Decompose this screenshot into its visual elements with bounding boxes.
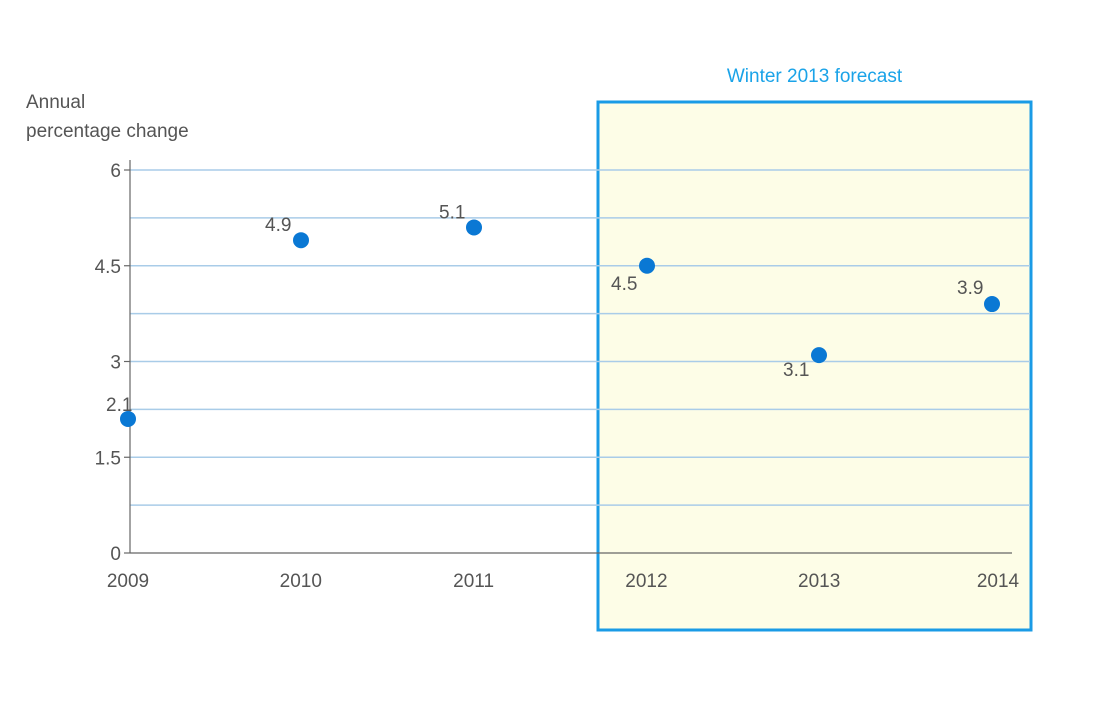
y-axis-label-line-1: Annual <box>26 92 86 113</box>
data-point <box>984 296 1000 313</box>
data-label: 3.1 <box>783 360 809 381</box>
data-point <box>293 232 309 249</box>
data-label: 4.9 <box>265 215 291 236</box>
data-point <box>639 257 655 274</box>
x-tick-label: 2013 <box>798 571 840 592</box>
y-tick-label: 6 <box>110 161 121 182</box>
x-tick-label: 2010 <box>280 571 322 592</box>
axes <box>129 160 1012 554</box>
y-tick-label: 0 <box>110 544 121 565</box>
y-tick-label: 4.5 <box>95 257 121 278</box>
y-axis-label-line-2: percentage change <box>26 121 189 142</box>
data-point <box>120 410 136 427</box>
y-tick-label: 3 <box>110 353 121 374</box>
y-tick-labels: 0 1.5 3 4.5 6 <box>95 161 130 565</box>
x-tick-label: 2012 <box>625 571 667 592</box>
x-tick-labels: 2009 2010 2011 2012 2013 2014 <box>107 571 1020 592</box>
x-tick-label: 2014 <box>977 571 1020 592</box>
x-tick-label: 2011 <box>453 571 494 592</box>
y-axis-label: Annual percentage change <box>26 88 189 146</box>
data-point <box>811 347 827 364</box>
data-label: 4.5 <box>611 274 637 295</box>
forecast-region <box>596 100 1033 632</box>
data-label: 5.1 <box>439 202 465 223</box>
forecast-label: Winter 2013 forecast <box>726 66 903 87</box>
data-label: 2.1 <box>106 395 132 416</box>
data-label: 3.9 <box>957 278 983 299</box>
data-point <box>466 219 482 236</box>
x-tick-label: 2009 <box>107 571 149 592</box>
y-tick-label: 1.5 <box>95 448 121 469</box>
data-points <box>120 219 1000 427</box>
grid-lines <box>130 169 1030 506</box>
data-labels: 2.1 4.9 5.1 4.5 3.1 3.9 <box>106 202 983 416</box>
